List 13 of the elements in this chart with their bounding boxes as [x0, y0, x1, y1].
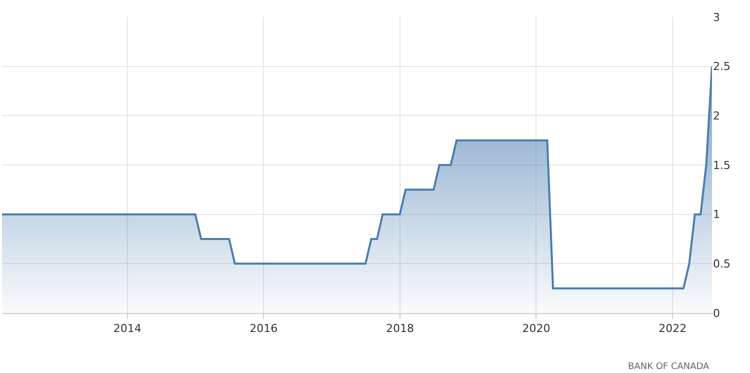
x-tick-label: 2020	[522, 322, 550, 336]
y-tick-label: 1.5	[713, 158, 730, 172]
y-tick-label: 1	[713, 208, 720, 222]
y-tick-label: 2.5	[713, 60, 730, 74]
x-tick-label: 2022	[658, 322, 687, 336]
y-tick-label: 0.5	[713, 258, 730, 271]
x-tick-label: 2014	[113, 322, 142, 336]
text: BANK OF CANADA	[628, 362, 710, 372]
x-tick-label: 2018	[386, 322, 414, 336]
y-tick-label: 0	[713, 306, 720, 320]
x-tick-label: 2016	[250, 322, 278, 336]
y-tick-label: 3	[713, 10, 720, 24]
y-tick-label: 2	[713, 110, 720, 123]
